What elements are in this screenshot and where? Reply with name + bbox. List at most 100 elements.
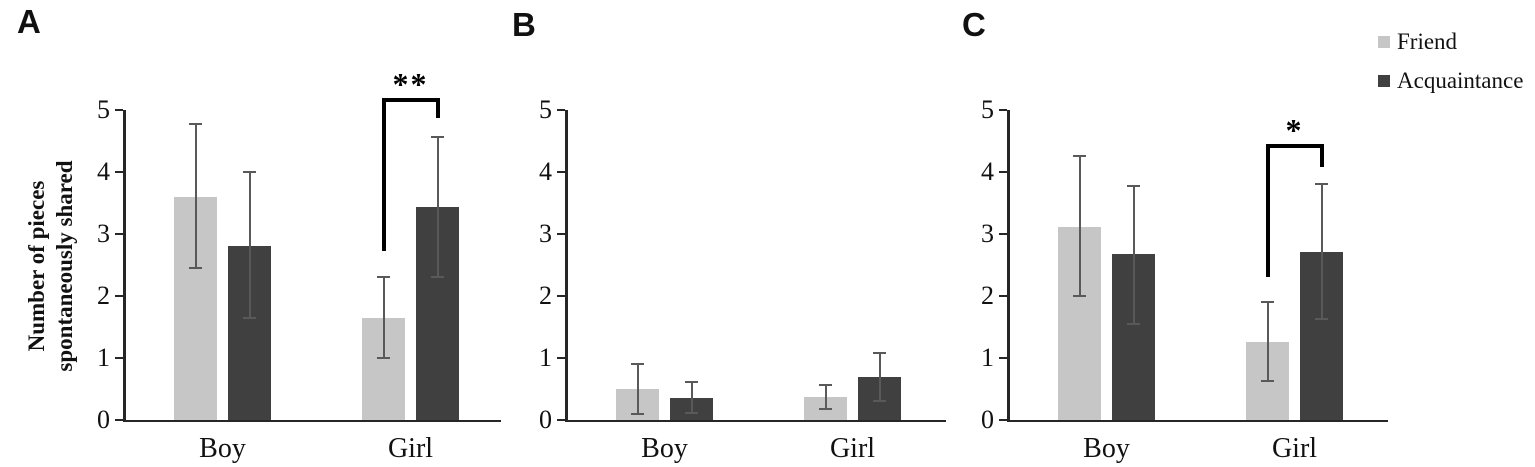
significance-bracket-left-leg [381, 97, 386, 251]
category-label-girl: Girl [829, 433, 876, 464]
y-tick-label: 4 [981, 157, 994, 186]
error-bar-line [636, 364, 639, 414]
y-axis-title-line1: Number of pieces [24, 180, 49, 352]
y-tick-mark [999, 295, 1007, 297]
error-bar-cap-bottom [377, 357, 390, 359]
y-tick-label: 2 [539, 281, 552, 310]
legend-label-acquaintance: Acquaintance [1397, 68, 1524, 93]
error-bar-cap-top [819, 383, 832, 386]
y-tick-label: 1 [981, 343, 994, 372]
y-tick-label: 5 [981, 95, 994, 124]
y-tick-mark [115, 171, 123, 173]
y-tick-label: 0 [97, 405, 110, 434]
error-bar-cap-top [873, 352, 886, 355]
plot-area-panel-c: 0 1 2 3 4 5 Boy Girl * [981, 97, 1388, 463]
y-tick-label: 3 [539, 219, 552, 248]
significance-label: ** [392, 65, 429, 102]
y-tick-label: 5 [97, 95, 110, 124]
y-tick-mark [999, 171, 1007, 173]
category-label-boy: Boy [641, 433, 688, 464]
error-bar-cap-bottom [1127, 322, 1140, 325]
error-bar-cap-top [631, 363, 644, 366]
y-tick-label: 5 [539, 95, 552, 124]
error-bar-cap-bottom [1261, 379, 1274, 382]
category-label-girl: Girl [387, 433, 434, 464]
y-tick-mark [999, 109, 1007, 111]
y-tick-label: 2 [981, 281, 994, 310]
y-tick-mark [115, 419, 123, 421]
error-bar-line [194, 123, 197, 269]
legend: Friend Acquaintance [1378, 30, 1523, 108]
y-tick-label: 1 [539, 343, 552, 372]
y-tick-label: 4 [97, 157, 110, 186]
error-bar-cap-bottom [189, 267, 202, 270]
error-bar-cap-top [189, 122, 202, 125]
y-tick-mark [999, 233, 1007, 235]
error-bar-line [1320, 184, 1323, 319]
plot-area-panel-a: 0 1 2 3 4 5 Boy Girl ** [97, 68, 501, 463]
error-bar-line [824, 384, 827, 409]
category-label-boy: Boy [199, 433, 246, 464]
error-bar-line [1132, 185, 1135, 324]
error-bar-cap-top [377, 276, 390, 279]
y-tick-mark [557, 233, 565, 235]
error-bar-cap-top [1127, 184, 1140, 187]
error-bar-cap-bottom [873, 400, 886, 403]
significance-bracket-top [381, 97, 440, 102]
error-bar-cap-bottom [819, 407, 832, 410]
legend-item-friend: Friend [1378, 30, 1523, 53]
error-bar-cap-top [1261, 301, 1274, 304]
significance-bracket-right-leg [1319, 144, 1324, 168]
panel-letter-b: B [512, 6, 536, 43]
error-bar-cap-bottom [631, 412, 644, 415]
y-tick-label: 2 [97, 281, 110, 310]
significance-label: * [1285, 112, 1304, 149]
significance-bracket-top [1265, 144, 1324, 149]
y-tick-mark [115, 357, 123, 359]
legend-item-acquaintance: Acquaintance [1378, 69, 1523, 92]
category-label-boy: Boy [1083, 433, 1130, 464]
plot-area-panel-b: 0 1 2 3 4 5 Boy Girl [539, 97, 946, 463]
error-bar-cap-bottom [685, 411, 698, 414]
significance-bracket-left-leg [1265, 144, 1270, 277]
y-tick-mark [115, 295, 123, 297]
panel-letter-c: C [962, 6, 986, 43]
error-bar-cap-top [243, 171, 256, 173]
error-bar-line [690, 381, 693, 413]
error-bar-line [878, 353, 881, 402]
y-tick-label: 1 [97, 343, 110, 372]
error-bar-line [1078, 155, 1081, 296]
y-axis-title: Number of pieces spontaneously shared [23, 106, 81, 426]
y-tick-mark [557, 419, 565, 421]
error-bar-cap-top [1073, 154, 1086, 157]
legend-label-friend: Friend [1397, 29, 1458, 54]
category-label-girl: Girl [1271, 433, 1318, 464]
y-tick-label: 4 [539, 157, 552, 186]
y-tick-mark [115, 233, 123, 235]
y-tick-label: 3 [97, 219, 110, 248]
y-tick-mark [999, 357, 1007, 359]
error-bar-cap-top [685, 380, 698, 383]
y-tick-label: 3 [981, 219, 994, 248]
significance-bracket-right-leg [435, 97, 440, 119]
y-tick-mark [557, 357, 565, 359]
y-axis-title-line2: spontaneously shared [51, 160, 77, 372]
y-tick-mark [557, 295, 565, 297]
y-tick-label: 0 [981, 405, 994, 434]
y-tick-mark [557, 109, 565, 111]
error-bar-cap-top [431, 136, 444, 139]
legend-swatch-acquaintance [1378, 74, 1390, 87]
y-tick-mark [999, 419, 1007, 421]
legend-swatch-friend [1378, 35, 1390, 48]
error-bar-cap-top [1315, 183, 1328, 186]
y-tick-label: 0 [539, 405, 552, 434]
error-bar-line [382, 277, 385, 358]
error-bar-line [436, 137, 439, 278]
error-bar-cap-bottom [243, 316, 256, 319]
error-bar-cap-bottom [1073, 295, 1086, 297]
error-bar-cap-bottom [1315, 317, 1328, 320]
error-bar-line [248, 172, 251, 318]
error-bar-line [1266, 302, 1269, 381]
error-bar-cap-bottom [431, 276, 444, 279]
